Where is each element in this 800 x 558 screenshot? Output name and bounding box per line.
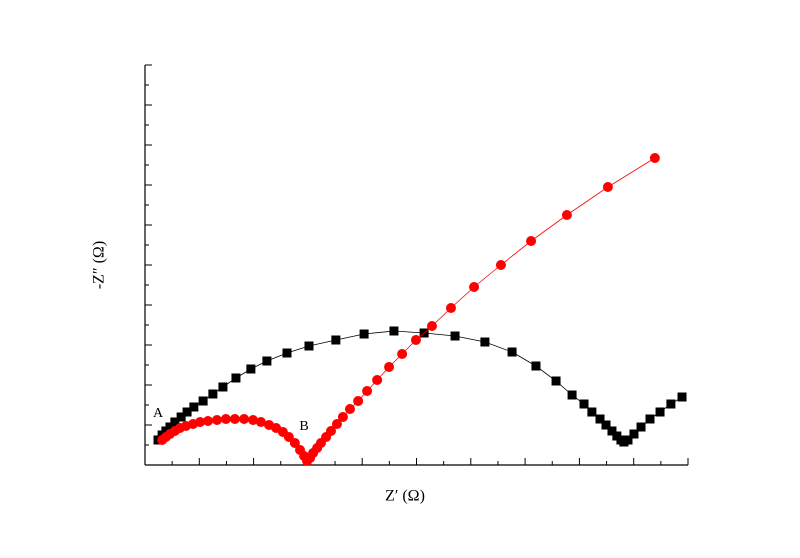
data-point bbox=[218, 382, 228, 392]
data-point bbox=[231, 373, 241, 383]
data-point bbox=[353, 396, 364, 406]
data-point bbox=[359, 329, 369, 339]
y-axis-label: -Z″ (Ω) bbox=[91, 241, 108, 289]
data-point bbox=[176, 412, 186, 422]
data-point bbox=[262, 356, 272, 366]
data-point bbox=[202, 416, 213, 426]
data-point bbox=[220, 414, 231, 424]
data-point bbox=[507, 347, 517, 357]
data-point bbox=[384, 362, 395, 372]
data-point bbox=[208, 389, 218, 399]
data-point bbox=[337, 412, 348, 422]
data-point bbox=[195, 417, 206, 427]
data-point bbox=[602, 182, 613, 192]
data-point bbox=[229, 414, 240, 424]
data-point bbox=[677, 392, 687, 402]
data-point bbox=[450, 331, 460, 341]
data-point bbox=[469, 282, 480, 292]
data-point bbox=[607, 426, 617, 436]
data-point bbox=[666, 399, 676, 409]
data-point bbox=[655, 407, 665, 417]
data-point bbox=[595, 414, 605, 424]
data-point bbox=[239, 414, 250, 424]
data-point bbox=[587, 407, 597, 417]
data-point bbox=[165, 422, 175, 432]
data-point bbox=[410, 335, 421, 345]
data-point bbox=[344, 404, 355, 414]
data-point bbox=[601, 420, 611, 430]
data-point bbox=[198, 396, 208, 406]
x-axis-label: Z′ (Ω) bbox=[385, 488, 425, 505]
data-point bbox=[304, 341, 314, 351]
data-point bbox=[182, 407, 192, 417]
data-point bbox=[248, 415, 259, 425]
data-point bbox=[623, 435, 633, 445]
data-point bbox=[389, 326, 399, 336]
data-point bbox=[645, 414, 655, 424]
data-point bbox=[495, 260, 506, 270]
data-point bbox=[372, 375, 383, 385]
data-point bbox=[551, 376, 561, 386]
annotation: A bbox=[153, 406, 164, 421]
data-point bbox=[331, 335, 341, 345]
data-point bbox=[480, 337, 490, 347]
data-point bbox=[170, 417, 180, 427]
data-point bbox=[255, 417, 266, 427]
data-point bbox=[531, 361, 541, 371]
data-point bbox=[649, 153, 660, 163]
data-point bbox=[567, 390, 577, 400]
data-point bbox=[362, 386, 373, 396]
data-point bbox=[636, 422, 646, 432]
data-point bbox=[325, 426, 336, 436]
data-point bbox=[282, 348, 292, 358]
data-point bbox=[426, 321, 437, 331]
data-point bbox=[579, 399, 589, 409]
annotation: B bbox=[299, 419, 308, 434]
data-point bbox=[211, 415, 222, 425]
data-point bbox=[289, 438, 300, 448]
data-point bbox=[331, 419, 342, 429]
data-point bbox=[526, 236, 537, 246]
data-point bbox=[189, 402, 199, 412]
data-point bbox=[246, 364, 256, 374]
data-point bbox=[629, 429, 639, 439]
data-point bbox=[445, 303, 456, 313]
data-point bbox=[561, 210, 572, 220]
data-point bbox=[397, 349, 408, 359]
